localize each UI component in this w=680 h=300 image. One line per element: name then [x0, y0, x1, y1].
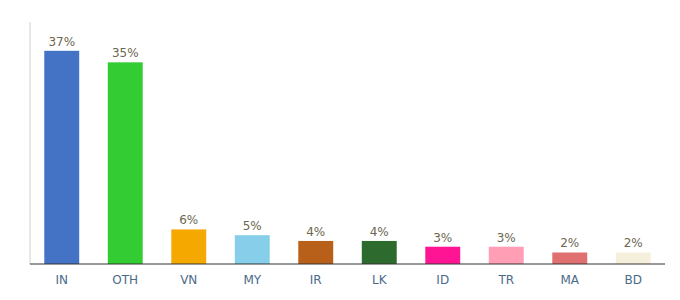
data-label: 35% [112, 46, 139, 60]
data-label: 4% [306, 225, 325, 239]
x-tick-label: BD [625, 273, 642, 287]
bars [44, 51, 650, 264]
chart-container: 37% 35% 6% 5% 4% 4% 3% 3% 2% 2% IN OTH VN MY IR LK ID TR M… [0, 0, 680, 300]
data-label: 2% [624, 236, 643, 250]
bar [235, 235, 270, 264]
y-axis-line [30, 22, 31, 264]
bar [425, 247, 460, 264]
data-label: 3% [497, 231, 516, 245]
bar [362, 241, 397, 264]
chart: 37% 35% 6% 5% 4% 4% 3% 3% 2% 2% IN OTH VN MY IR LK ID TR M… [0, 0, 680, 300]
x-tick-label: ID [436, 273, 449, 287]
data-label: 37% [48, 35, 75, 49]
x-axis-line [30, 264, 665, 265]
x-tick-label: VN [180, 273, 197, 287]
bar [108, 62, 143, 264]
x-tick-label: IR [310, 273, 322, 287]
data-label: 2% [560, 236, 579, 250]
x-tick-label: TR [497, 273, 514, 287]
bar [489, 247, 524, 264]
data-label: 3% [433, 231, 452, 245]
bar [552, 252, 587, 264]
bar [298, 241, 333, 264]
data-label: 6% [179, 213, 198, 227]
x-tick-label: MA [560, 273, 579, 287]
bar [171, 229, 206, 264]
x-tick-label: OTH [112, 273, 138, 287]
bar [616, 252, 651, 264]
data-label: 5% [243, 219, 262, 233]
data-label: 4% [370, 225, 389, 239]
x-tick-label: LK [372, 273, 388, 287]
bar [44, 51, 79, 264]
x-tick-label: MY [243, 273, 261, 287]
x-tick-label: IN [55, 273, 68, 287]
